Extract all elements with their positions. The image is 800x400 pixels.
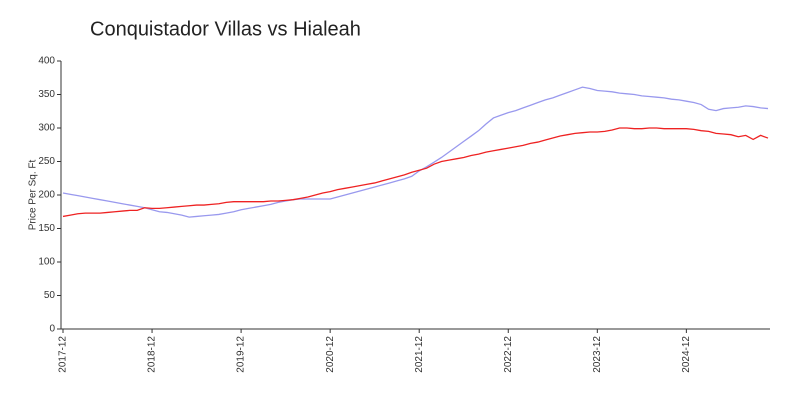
x-tick-label: 2020-12 [325,336,336,373]
y-axis-label: Price Per Sq. Ft [28,159,39,230]
line-series [62,86,769,218]
x-tick-label: 2021-12 [414,336,425,373]
chart-title: Conquistador Villas vs Hialeah [90,18,361,40]
x-tick-label: 2023-12 [592,336,603,373]
line-series [62,127,769,218]
y-tick-label: 150 [38,223,55,234]
x-tick-label: 2018-12 [147,336,158,373]
y-tick-label: 300 [38,123,55,134]
x-tick-label: 2019-12 [236,336,247,373]
y-tick-label: 350 [38,89,55,100]
y-tick-label: 100 [38,257,55,268]
x-tick-label: 2017-12 [58,336,69,373]
y-tick-label: 250 [38,156,55,167]
x-tick-label: 2022-12 [503,336,514,373]
x-tick-label: 2024-12 [681,336,692,373]
y-tick-label: 0 [49,324,55,335]
y-tick-label: 400 [38,56,55,67]
y-tick-label: 50 [44,290,56,301]
y-tick-label: 200 [38,190,55,201]
